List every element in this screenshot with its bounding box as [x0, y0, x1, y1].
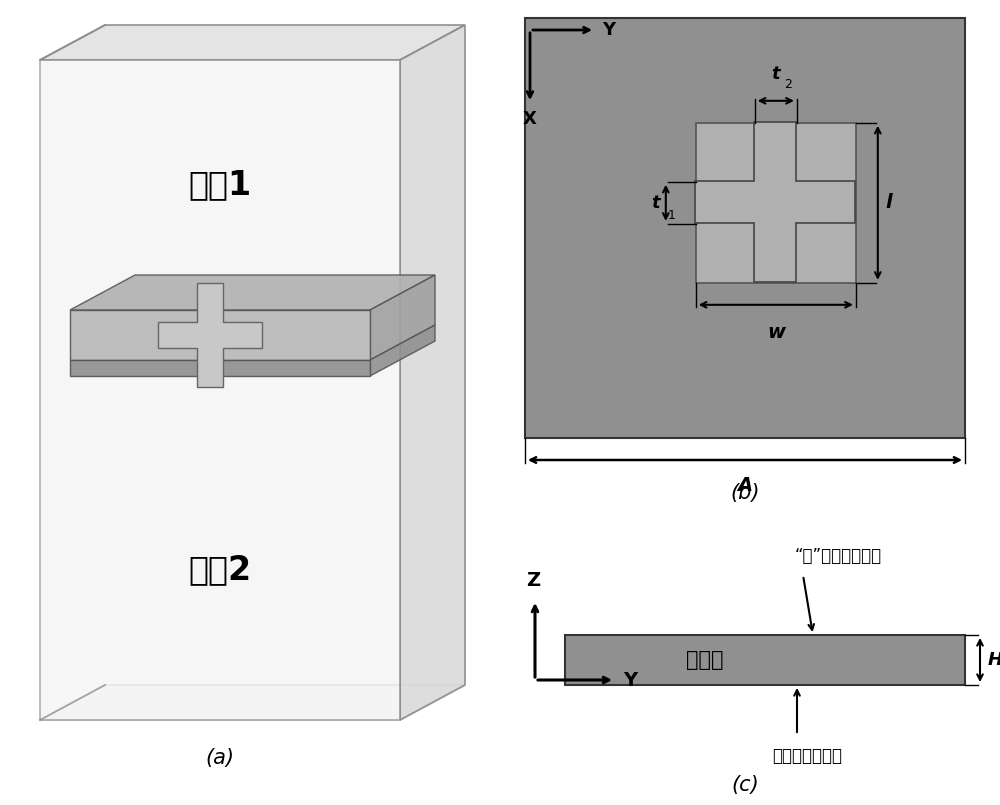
Polygon shape [370, 325, 435, 376]
Polygon shape [40, 685, 465, 720]
Text: 2: 2 [784, 78, 792, 91]
Text: 正方形金属贴片: 正方形金属贴片 [772, 747, 842, 765]
Text: 端口2: 端口2 [188, 554, 252, 587]
Text: H: H [988, 651, 1000, 669]
Text: Z: Z [526, 571, 540, 590]
Polygon shape [40, 25, 465, 60]
Text: (a): (a) [206, 748, 234, 768]
Bar [696, 123, 856, 283]
Polygon shape [70, 360, 370, 376]
Polygon shape [400, 25, 465, 720]
Text: t: t [651, 194, 660, 212]
Polygon shape [70, 275, 435, 310]
Bar [525, 18, 965, 438]
Text: X: X [523, 110, 537, 128]
Text: w: w [767, 323, 785, 342]
Text: 1: 1 [668, 208, 676, 222]
Text: 介质板: 介质板 [686, 650, 724, 670]
Text: “十”字形金属贴片: “十”字形金属贴片 [794, 547, 882, 565]
Text: 端口1: 端口1 [188, 168, 252, 201]
Text: Y: Y [602, 21, 615, 39]
Polygon shape [158, 283, 262, 387]
Polygon shape [70, 310, 370, 360]
Text: Y: Y [623, 671, 637, 690]
Bar [565, 635, 965, 685]
Text: (b): (b) [730, 483, 760, 503]
Text: (c): (c) [731, 775, 759, 795]
Text: l: l [886, 193, 892, 213]
Polygon shape [40, 60, 400, 720]
Text: t: t [771, 64, 780, 83]
Polygon shape [695, 122, 855, 282]
Polygon shape [370, 275, 435, 360]
Text: A: A [737, 476, 753, 495]
